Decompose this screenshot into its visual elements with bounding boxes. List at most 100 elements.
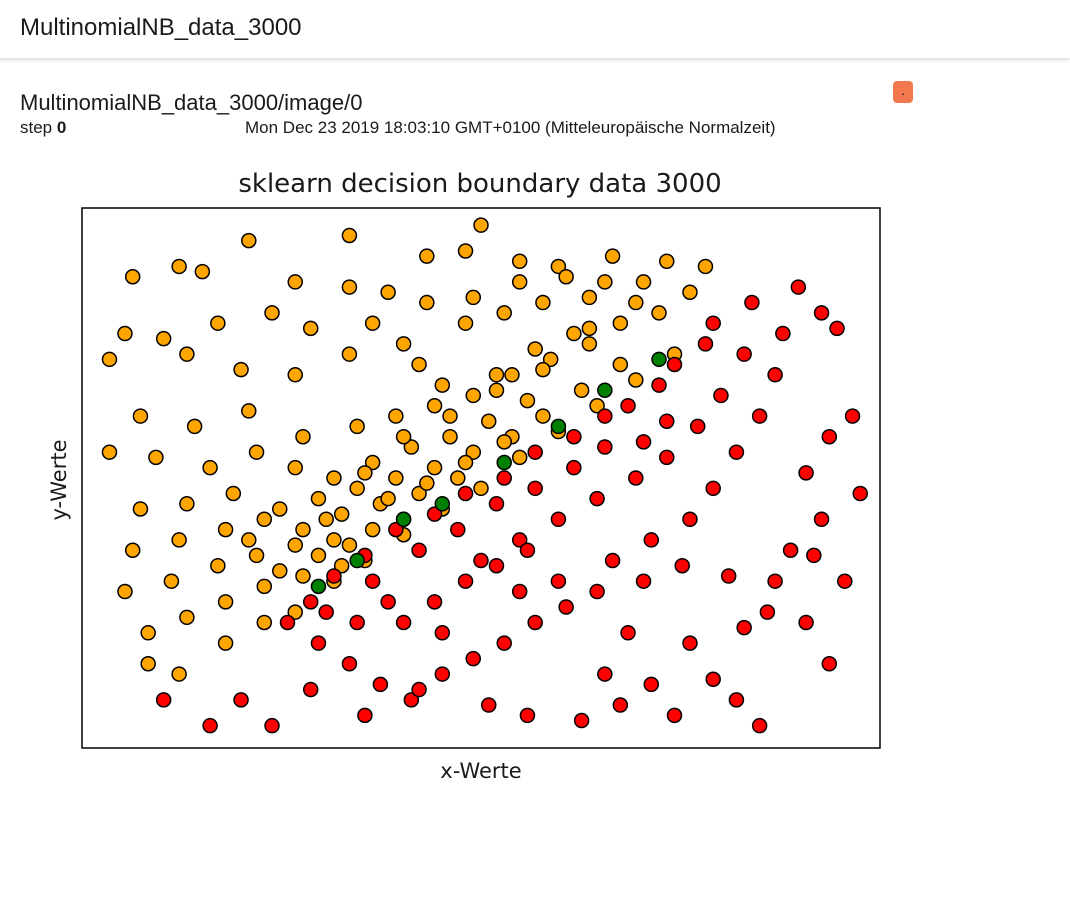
data-point-series-0-8 (604, 248, 621, 264)
data-point-series-1-0 (790, 279, 807, 295)
data-point-series-1-59 (558, 599, 574, 615)
data-point-series-0-53 (426, 398, 443, 414)
data-points (101, 217, 869, 734)
data-point-series-1-93 (426, 594, 443, 610)
data-point-series-0-35 (101, 351, 118, 368)
data-point-series-1-88 (806, 547, 822, 564)
data-point-series-1-9 (782, 542, 799, 558)
data-point-series-0-76 (426, 459, 443, 476)
data-point-series-0-109 (380, 490, 396, 507)
data-point-series-1-3 (775, 325, 791, 342)
data-point-series-1-84 (635, 573, 652, 589)
data-point-series-1-2 (829, 320, 845, 337)
data-point-series-0-94 (364, 521, 381, 538)
data-point-series-1-7 (852, 485, 869, 502)
data-point-series-1-11 (705, 315, 721, 331)
data-point-series-0-20 (597, 274, 613, 290)
data-point-series-0-126 (272, 563, 288, 579)
data-point-series-0-29 (457, 315, 474, 331)
data-point-series-1-92 (395, 614, 412, 631)
data-point-series-0-71 (225, 485, 242, 502)
data-point-series-1-23 (689, 418, 706, 435)
data-point-series-0-102 (140, 656, 156, 672)
data-point-series-1-99 (349, 614, 365, 631)
data-point-series-0-2 (341, 227, 358, 244)
data-point-series-1-44 (457, 485, 474, 502)
data-point-series-1-76 (682, 635, 698, 651)
data-point-series-0-30 (496, 305, 512, 321)
data-point-series-1-19 (604, 552, 621, 569)
data-point-series-0-68 (519, 392, 536, 409)
data-point-series-0-28 (395, 336, 412, 352)
data-point-series-2-1 (349, 552, 365, 569)
data-point-series-0-111 (457, 454, 474, 471)
data-point-series-0-64 (364, 454, 381, 471)
data-point-series-0-27 (364, 315, 381, 331)
image-tag-title: MultinomialNB_data_3000/image/0 (20, 90, 363, 115)
data-point-series-0-80 (171, 532, 187, 548)
data-point-series-1-39 (411, 542, 427, 558)
data-point-series-0-42 (488, 367, 505, 383)
data-point-series-1-30 (651, 377, 667, 393)
data-point-series-2-2 (395, 511, 412, 528)
data-point-series-1-71 (666, 707, 683, 724)
data-point-series-1-60 (155, 692, 172, 708)
data-point-series-0-115 (612, 356, 629, 373)
data-point-series-0-106 (287, 604, 303, 620)
data-point-series-1-32 (659, 413, 675, 429)
data-point-series-2-7 (651, 351, 667, 368)
data-point-series-0-89 (163, 573, 180, 589)
data-point-series-1-46 (388, 521, 404, 538)
data-point-series-1-82 (705, 671, 721, 687)
data-point-series-0-101 (333, 557, 350, 574)
data-point-series-0-50 (295, 428, 311, 445)
data-point-series-0-43 (527, 341, 543, 357)
data-point-series-1-85 (674, 557, 690, 574)
data-point-series-0-128 (318, 511, 334, 528)
data-point-series-0-99 (256, 578, 273, 595)
data-point-series-1-96 (519, 542, 536, 558)
data-point-series-0-93 (326, 532, 342, 548)
data-point-series-0-36 (179, 346, 195, 362)
data-point-series-2-0 (310, 578, 327, 595)
data-point-series-0-105 (256, 614, 273, 631)
data-point-series-0-121 (511, 449, 528, 466)
data-point-series-0-110 (419, 475, 435, 491)
data-point-series-0-81 (217, 521, 234, 538)
data-point-series-0-131 (442, 408, 458, 424)
data-point-series-1-6 (798, 465, 814, 481)
data-point-series-0-15 (380, 284, 396, 300)
data-point-series-0-40 (411, 356, 427, 373)
data-point-series-1-15 (728, 444, 745, 460)
card-menu-button[interactable]: . (893, 81, 913, 103)
data-point-series-0-13 (287, 274, 303, 290)
data-point-series-0-132 (488, 382, 505, 399)
data-point-series-0-124 (628, 372, 644, 388)
data-point-series-1-69 (573, 712, 590, 729)
data-point-series-0-103 (171, 666, 187, 682)
data-point-series-1-21 (666, 356, 683, 373)
data-point-series-1-43 (496, 470, 512, 486)
run-title: MultinomialNB_data_3000 (20, 14, 302, 41)
data-point-series-1-34 (597, 439, 613, 455)
data-point-series-1-55 (434, 666, 451, 682)
data-point-series-0-59 (148, 449, 164, 466)
data-point-series-1-81 (643, 676, 660, 693)
data-point-series-0-5 (457, 243, 474, 259)
data-point-series-1-14 (751, 408, 768, 424)
data-point-series-0-37 (233, 361, 249, 378)
image-card: MultinomialNB_data_3000/image/0 . step 0… (0, 70, 1070, 913)
data-point-series-1-57 (496, 635, 512, 651)
data-point-series-0-123 (589, 398, 605, 414)
data-point-series-1-51 (310, 635, 327, 651)
data-point-series-1-61 (202, 717, 218, 734)
data-point-series-1-41 (566, 428, 582, 445)
data-point-series-0-96 (140, 625, 156, 641)
data-point-series-0-25 (264, 305, 280, 321)
data-point-series-1-28 (511, 532, 528, 548)
data-point-series-1-64 (302, 681, 319, 698)
data-point-series-1-75 (620, 625, 636, 641)
data-point-series-0-113 (535, 408, 551, 424)
data-point-series-0-60 (202, 459, 218, 476)
data-point-series-0-127 (241, 532, 257, 548)
